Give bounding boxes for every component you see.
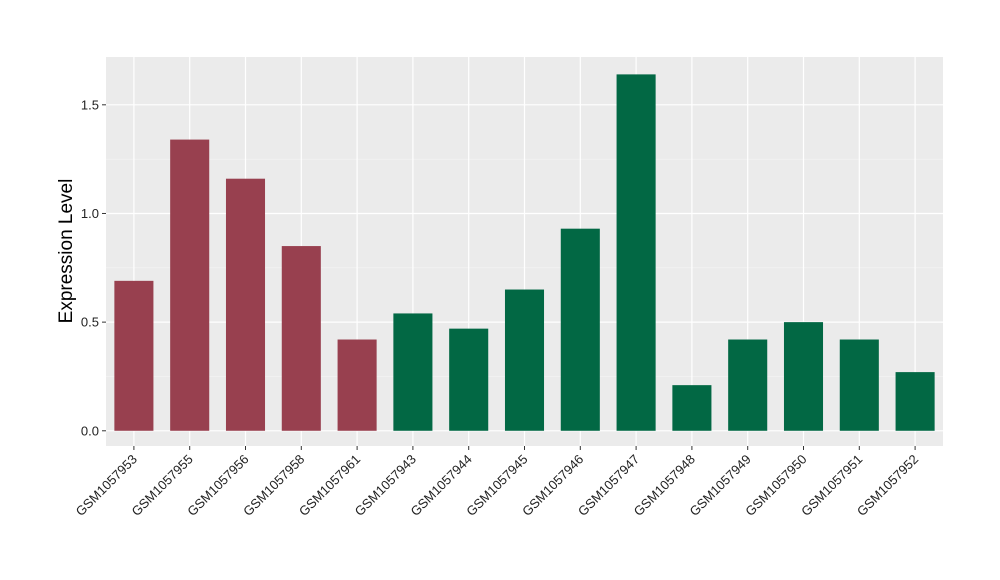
bar-gsm1057952 — [895, 372, 935, 431]
bar-gsm1057947 — [616, 74, 656, 431]
bar-gsm1057956 — [225, 178, 266, 431]
bar-gsm1057953 — [114, 280, 154, 431]
y-axis-title: Expression Level — [56, 179, 77, 324]
bar-gsm1057948 — [672, 385, 712, 431]
bar-gsm1057955 — [170, 139, 210, 431]
bar-gsm1057943 — [393, 313, 433, 431]
y-axis: 0.0 0.5 1.0 1.5 — [81, 97, 106, 438]
y-tick-label: 0.5 — [81, 315, 99, 330]
bars — [114, 74, 935, 431]
bar-gsm1057945 — [504, 289, 545, 431]
y-tick-label: 0.0 — [81, 423, 99, 438]
bar-gsm1057946 — [560, 228, 600, 431]
bar-gsm1057961 — [337, 339, 377, 431]
bar-gsm1057944 — [449, 328, 489, 431]
bar-gsm1057958 — [281, 246, 321, 431]
bar-gsm1057951 — [839, 339, 879, 431]
y-tick-label: 1.0 — [81, 206, 99, 221]
x-axis: GSM1057953GSM1057955GSM1057956GSM1057958… — [73, 446, 921, 519]
bar-gsm1057949 — [728, 339, 768, 431]
y-tick-label: 1.5 — [81, 97, 99, 112]
bar-gsm1057950 — [783, 322, 824, 431]
